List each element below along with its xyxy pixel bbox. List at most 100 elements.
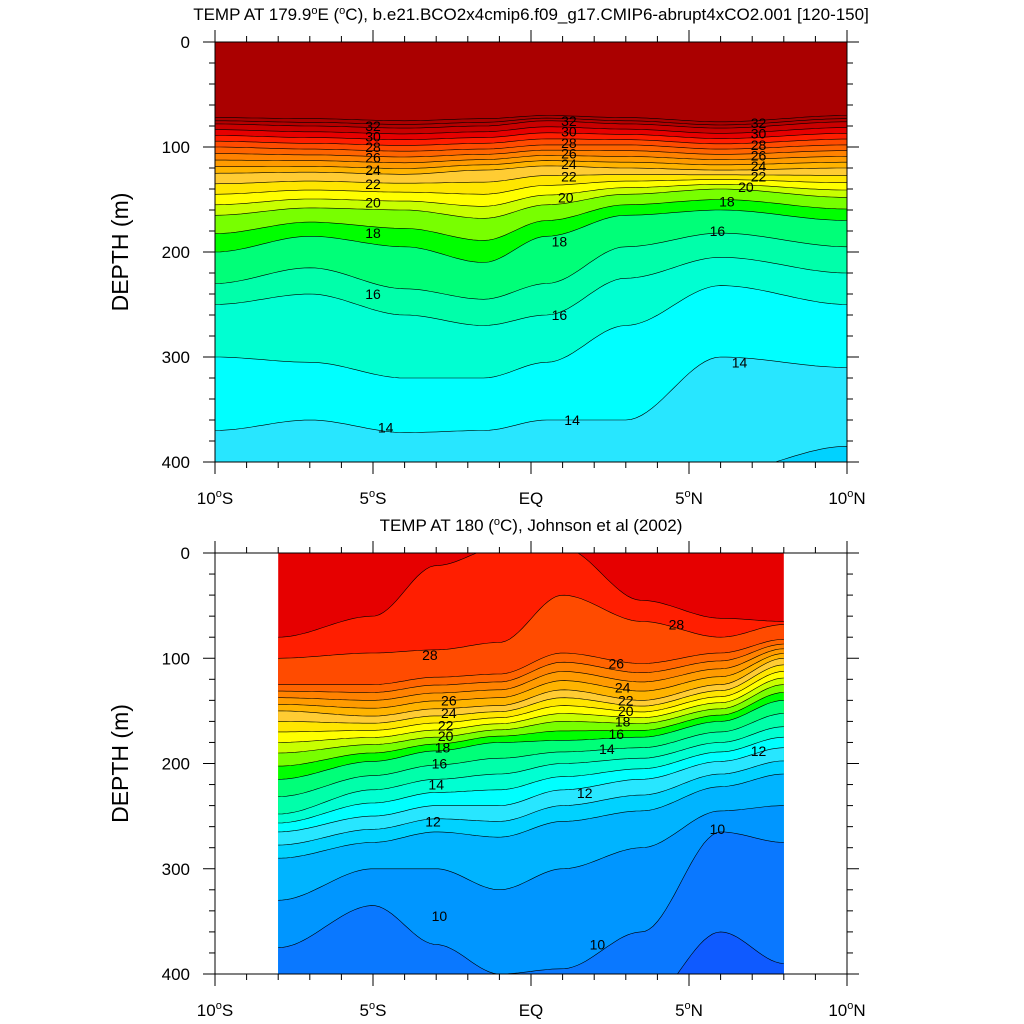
contour-label: 30 bbox=[365, 129, 381, 145]
contour-label: 24 bbox=[561, 156, 577, 172]
contour-field bbox=[215, 42, 847, 462]
isotherm-30 bbox=[278, 553, 784, 638]
isotherm-32 bbox=[215, 120, 847, 129]
contour-label: 22 bbox=[561, 168, 577, 184]
contour-label: 26 bbox=[561, 145, 577, 161]
contour-label: 28 bbox=[669, 617, 685, 633]
isotherm-34 bbox=[215, 115, 847, 123]
contour-label: 20 bbox=[558, 189, 574, 205]
isotherm-10 bbox=[278, 831, 784, 974]
isotherm-23 bbox=[278, 664, 784, 724]
contour-label: 22 bbox=[618, 692, 634, 708]
isotherm-18 bbox=[278, 700, 784, 780]
isotherm-29 bbox=[215, 138, 847, 146]
isotherm-25 bbox=[278, 653, 784, 709]
isotherm-16 bbox=[278, 726, 784, 815]
isotherm-13 bbox=[278, 760, 784, 846]
band-10 bbox=[278, 831, 784, 974]
isotherm-22 bbox=[278, 671, 784, 733]
contour-label: 16 bbox=[552, 307, 568, 323]
band-14 bbox=[215, 357, 847, 462]
contour-label: 26 bbox=[751, 147, 767, 163]
isotherm-27 bbox=[278, 643, 784, 693]
contour-label: 18 bbox=[719, 194, 735, 210]
contour-label: 14 bbox=[428, 777, 444, 793]
isotherm-27 bbox=[215, 149, 847, 158]
band-9 bbox=[677, 931, 784, 974]
isotherm-21 bbox=[278, 677, 784, 743]
isotherm-26 bbox=[215, 155, 847, 164]
contour-label: 14 bbox=[564, 412, 580, 428]
y-tick-label: 200 bbox=[162, 243, 190, 262]
y-tick-label: 400 bbox=[162, 965, 190, 984]
isotherm-15 bbox=[278, 736, 784, 824]
isotherm-24 bbox=[215, 165, 847, 175]
x-tick-label: 10oN bbox=[828, 488, 865, 508]
contour-label: 16 bbox=[710, 223, 726, 239]
contour-label: 24 bbox=[751, 158, 767, 174]
isotherm-28 bbox=[215, 144, 847, 152]
y-tick-label: 100 bbox=[162, 138, 190, 157]
y-tick-label: 300 bbox=[162, 348, 190, 367]
isotherm-19 bbox=[215, 199, 847, 241]
contour-label: 28 bbox=[365, 139, 381, 155]
contour-label: 32 bbox=[365, 118, 381, 134]
contour-label: 24 bbox=[441, 705, 457, 721]
contour-field bbox=[278, 553, 784, 974]
contour-label: 28 bbox=[561, 135, 577, 151]
y-tick-label: 0 bbox=[181, 544, 190, 563]
y-axis-label: DEPTH (m) bbox=[107, 704, 133, 823]
contour-label: 14 bbox=[599, 741, 615, 757]
chart-title: TEMP AT 180 (oC), Johnson et al (2002) bbox=[380, 516, 683, 535]
contour-label: 28 bbox=[751, 137, 767, 153]
isotherm-17 bbox=[215, 232, 847, 300]
contour-label: 20 bbox=[738, 179, 754, 195]
contour-label: 20 bbox=[438, 728, 454, 744]
isotherm-21 bbox=[215, 184, 847, 207]
contour-label: 22 bbox=[365, 176, 381, 192]
contour-label: 20 bbox=[618, 703, 634, 719]
contour-label: 18 bbox=[552, 234, 568, 250]
x-tick-label: 10oS bbox=[197, 1000, 233, 1020]
isotherm-19 bbox=[278, 692, 784, 767]
contour-label: 14 bbox=[378, 419, 394, 435]
isotherm-11 bbox=[278, 805, 784, 901]
isotherm-16 bbox=[215, 257, 847, 326]
contour-label: 28 bbox=[422, 647, 438, 663]
isotherm-33 bbox=[215, 117, 847, 126]
isotherm-23 bbox=[215, 174, 847, 185]
contour-label: 30 bbox=[561, 123, 577, 139]
contour-label: 14 bbox=[732, 354, 748, 370]
chart-title: TEMP AT 179.9oE (oC), b.e21.BCO2x4cmip6.… bbox=[193, 5, 869, 24]
isotherm-26 bbox=[278, 648, 784, 701]
panel-top: 3230282624222018161432302826242220181614… bbox=[107, 5, 869, 508]
contour-label: 26 bbox=[609, 656, 625, 672]
panel-bottom: 2826242220181614121028262422201816141212… bbox=[107, 516, 866, 1020]
x-tick-label: 5oN bbox=[675, 1000, 703, 1020]
isotherm-31 bbox=[215, 126, 847, 135]
contour-label: 10 bbox=[710, 821, 726, 837]
contour-label: 12 bbox=[425, 813, 441, 829]
contour-label: 18 bbox=[435, 740, 451, 756]
contour-label: 24 bbox=[615, 680, 631, 696]
y-axis-label: DEPTH (m) bbox=[107, 193, 133, 312]
y-tick-label: 100 bbox=[162, 649, 190, 668]
x-tick-label: 5oS bbox=[360, 488, 387, 508]
isotherm-14 bbox=[278, 747, 784, 833]
isotherm-20 bbox=[278, 684, 784, 754]
x-tick-label: 10oS bbox=[197, 488, 233, 508]
isotherm-20 bbox=[215, 188, 847, 219]
contour-label: 16 bbox=[365, 286, 381, 302]
isotherm-14 bbox=[215, 356, 847, 433]
isotherm-15 bbox=[215, 285, 847, 379]
x-tick-label: 10oN bbox=[828, 1000, 865, 1020]
contour-label: 18 bbox=[365, 225, 381, 241]
y-tick-label: 200 bbox=[162, 755, 190, 774]
contour-label: 26 bbox=[365, 150, 381, 166]
contour-label: 12 bbox=[751, 743, 767, 759]
band-13 bbox=[775, 446, 847, 462]
contour-label: 16 bbox=[609, 726, 625, 742]
isotherm-9 bbox=[676, 931, 784, 974]
isotherm-29 bbox=[278, 594, 784, 659]
